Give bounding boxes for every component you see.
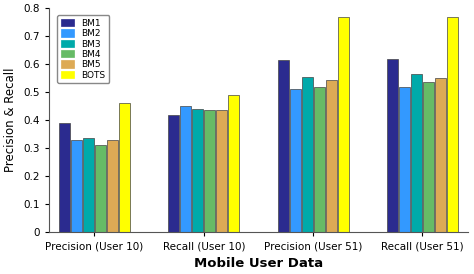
Bar — [107, 140, 118, 232]
Bar — [387, 59, 398, 232]
Y-axis label: Precision & Recall: Precision & Recall — [4, 68, 18, 172]
Bar — [435, 78, 446, 232]
Bar — [399, 87, 410, 232]
Bar — [338, 17, 349, 232]
Bar — [228, 95, 239, 232]
X-axis label: Mobile User Data: Mobile User Data — [194, 256, 323, 270]
Bar — [301, 77, 312, 232]
Bar — [204, 110, 215, 232]
Bar — [180, 106, 191, 232]
Bar — [326, 80, 337, 232]
Bar — [423, 82, 434, 232]
Bar — [83, 138, 94, 232]
Bar — [71, 140, 82, 232]
Bar — [278, 60, 289, 232]
Bar — [314, 87, 325, 232]
Legend: BM1, BM2, BM3, BM4, BM5, BOTS: BM1, BM2, BM3, BM4, BM5, BOTS — [57, 15, 109, 83]
Bar — [290, 90, 301, 232]
Bar — [168, 115, 179, 232]
Bar — [95, 145, 106, 232]
Bar — [447, 17, 458, 232]
Bar — [59, 123, 70, 232]
Bar — [192, 109, 203, 232]
Bar — [411, 74, 422, 232]
Bar — [119, 104, 130, 232]
Bar — [216, 110, 228, 232]
